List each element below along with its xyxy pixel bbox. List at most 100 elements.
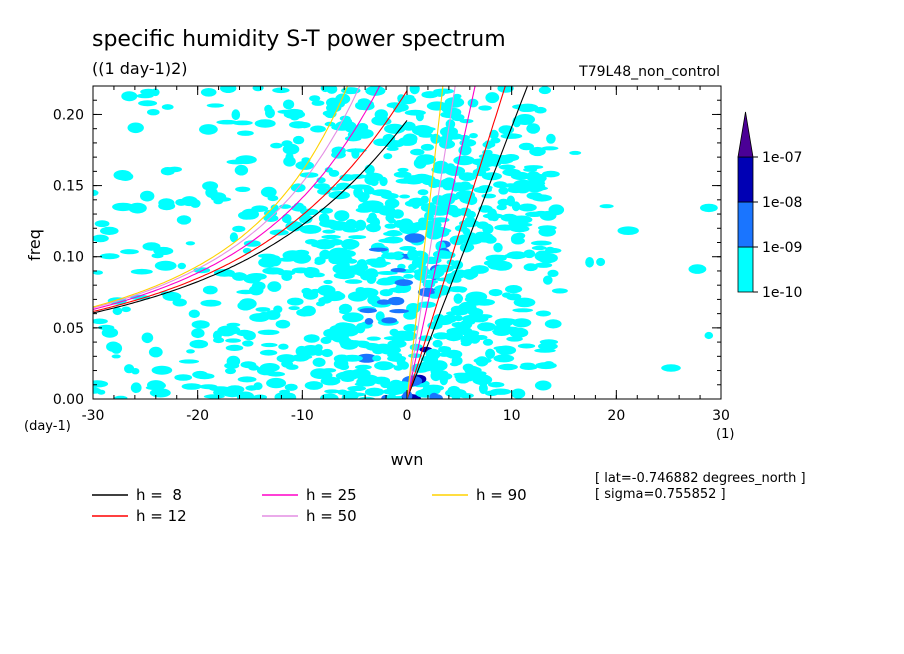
power-blob [534,106,547,114]
power-blob [328,247,350,259]
power-blob [151,365,173,375]
power-blob [299,214,313,224]
power-blob [255,307,271,312]
power-blob [310,125,326,133]
power-blob [200,88,217,97]
power-blob [511,388,526,399]
power-blob [322,229,336,234]
power-blob [429,392,439,399]
y-tick-label: 0.00 [53,392,84,408]
legend: h = 8 h = 12 h = 25 h = 50 h = 90 [92,486,527,525]
power-blob [445,119,456,129]
power-blob [348,235,367,240]
power-blob [520,362,535,368]
power-blob [420,143,434,151]
power-blob [402,121,416,131]
power-blob [281,213,292,224]
power-blob [498,186,509,195]
power-blob [488,289,503,297]
power-blob [368,212,378,224]
power-blob [451,260,464,270]
power-blob [319,219,340,228]
power-blob [320,376,341,386]
power-blob [394,279,413,286]
power-blob [387,296,405,306]
power-blob [288,306,300,311]
power-blob [225,367,236,375]
power-blob [466,195,478,206]
power-blob [121,306,131,313]
power-blob [384,223,397,229]
power-blob [347,385,367,392]
power-blob [460,335,474,346]
power-blob [410,221,432,231]
power-blob [453,155,475,166]
power-blob [236,391,255,399]
power-blob [341,377,355,382]
power-blob [384,123,406,134]
power-blob [112,307,123,316]
power-blob [494,224,516,231]
power-blob [285,221,304,232]
power-blob [482,338,494,346]
power-blob [385,253,404,259]
power-blob [343,228,360,233]
power-blob [374,109,388,120]
power-blob [235,155,257,165]
power-blob [404,109,426,116]
power-blob [358,342,380,349]
power-blob [383,153,393,160]
power-blob [421,279,439,285]
power-blob [395,178,416,184]
power-blob [290,114,300,121]
power-blob [276,270,296,276]
power-blob [106,341,121,352]
power-blob [499,125,510,133]
power-blob [451,113,465,122]
power-blob [148,346,163,358]
power-blob [493,242,503,253]
power-blob [465,365,478,370]
power-blob [499,201,508,206]
power-blob [704,331,714,340]
power-blob [113,170,132,181]
power-blob [599,204,614,209]
power-blob [531,240,552,246]
power-blob [435,204,458,209]
power-blob [225,385,245,394]
power-blob [194,373,215,380]
power-blob [411,200,420,209]
power-blob [429,293,442,299]
power-blob [512,308,534,313]
power-blob [314,256,326,265]
power-blob [225,344,244,351]
power-blob [539,339,559,345]
power-blob [278,257,296,262]
power-blob [543,275,553,285]
power-blob [512,318,532,328]
chart-subtitle: ((1 day-1)2) [92,59,188,78]
power-blob [541,146,559,151]
power-blob [498,363,518,371]
power-blob [200,299,222,307]
power-blob [232,272,247,281]
power-blob [531,245,547,251]
power-blob [457,302,477,314]
power-blob [493,181,508,189]
mrg-curve [93,86,381,311]
power-blob [186,349,195,354]
power-blob [285,364,299,370]
power-blob [220,86,237,93]
power-blob [302,289,319,300]
power-blob [311,100,325,106]
power-blob [283,156,296,167]
power-blob [510,233,523,245]
axes: -30 -20 -10 0 10 20 30 0.00 0.05 0.10 0.15 0.20 [53,85,730,424]
power-blob [93,380,109,388]
power-blob [421,91,439,99]
power-blob [447,168,460,176]
power-blob [485,254,507,262]
power-blob [328,169,340,177]
power-blob [542,170,560,178]
power-blob [313,183,330,190]
